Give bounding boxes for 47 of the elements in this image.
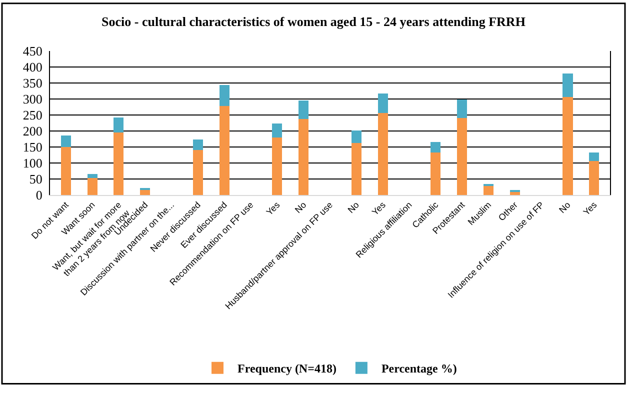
y-tick-label: 50 — [29, 172, 42, 187]
bar — [351, 143, 362, 195]
bar — [219, 84, 230, 106]
bar — [457, 118, 468, 195]
bar — [272, 137, 282, 195]
x-tick-label: No — [557, 200, 572, 216]
bar — [430, 142, 441, 152]
x-tick-label: No — [292, 200, 308, 216]
bar — [60, 135, 71, 147]
bar — [219, 106, 230, 195]
x-tick-label: No — [346, 200, 362, 216]
bar — [87, 174, 98, 178]
x-tick-label: Yes — [581, 199, 600, 218]
bar — [192, 150, 203, 195]
y-tick-label: 350 — [22, 76, 42, 91]
legend-label: Frequency (N=418) — [238, 362, 336, 376]
bar — [192, 139, 203, 150]
bar — [87, 178, 98, 195]
bar — [351, 130, 362, 144]
bar — [483, 186, 494, 195]
y-tick-label: 150 — [22, 140, 42, 155]
x-tick-label: Yes — [370, 199, 388, 218]
y-tick-label: 200 — [22, 124, 42, 139]
bar — [140, 190, 150, 195]
y-tick-label: 400 — [22, 60, 42, 75]
chart-title: Socio - cultural characteristics of women aged 15 - 24 years attending FRRH — [102, 14, 526, 30]
bar — [562, 96, 573, 195]
bar — [589, 160, 600, 195]
bar — [378, 94, 388, 114]
y-tick-label: 0 — [36, 188, 42, 203]
y-tick-label: 300 — [22, 92, 42, 107]
y-tick-label: 450 — [22, 44, 42, 59]
bar — [562, 73, 573, 97]
x-tick-label: Yes — [264, 199, 282, 218]
legend-label: Percentage %) — [381, 362, 457, 376]
bar — [114, 132, 124, 195]
y-tick-label: 250 — [22, 108, 42, 123]
bar — [272, 124, 282, 138]
y-tick-label: 100 — [22, 156, 42, 171]
bar — [298, 100, 309, 119]
bar — [457, 99, 468, 118]
bar — [298, 118, 309, 195]
bar — [378, 113, 388, 195]
bar — [114, 118, 124, 133]
bar — [589, 152, 600, 161]
bar — [60, 147, 71, 195]
bar — [430, 152, 441, 195]
